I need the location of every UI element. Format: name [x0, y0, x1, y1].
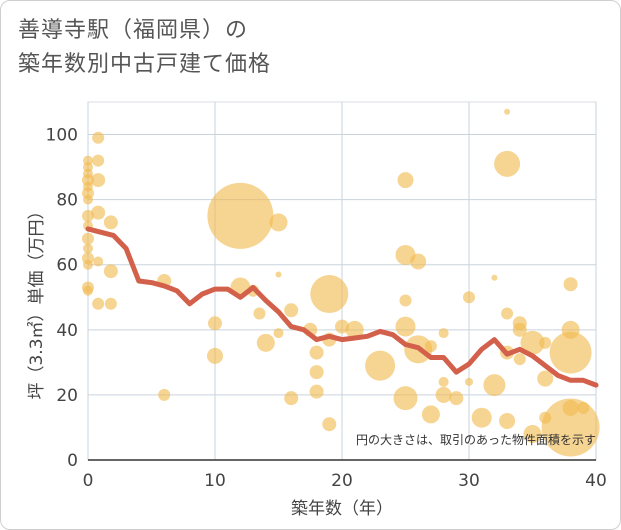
bubble-point — [520, 330, 545, 355]
bubble-series — [82, 108, 600, 457]
bubble-point — [365, 350, 396, 381]
bubble-point — [539, 336, 552, 349]
bubble-point — [335, 319, 349, 334]
bubble-point — [471, 407, 492, 428]
bubble-point — [92, 154, 105, 167]
bubble-point — [207, 182, 274, 249]
bubble-point — [284, 303, 299, 318]
bubble-point — [104, 297, 117, 310]
bubble-point — [395, 316, 416, 337]
bubble-point — [499, 412, 516, 429]
bubble-point — [501, 307, 514, 320]
bubble-point — [208, 316, 222, 331]
bubble-point — [410, 253, 427, 270]
title-line-1: 善導寺駅（福岡県）の — [18, 18, 249, 43]
bubble-point — [463, 291, 475, 304]
bubble-point — [537, 370, 554, 387]
bubble-point — [549, 331, 592, 374]
axes: 0 10 20 30 40 0 20 40 60 80 100 — [46, 126, 607, 491]
bubble-point — [92, 297, 105, 310]
bubble-point — [494, 150, 521, 177]
bubble-point — [399, 294, 412, 307]
bubble-point — [256, 333, 275, 352]
bubble-point — [541, 398, 600, 457]
bubble-point — [435, 386, 452, 403]
bubble-point — [93, 256, 104, 267]
bubble-point — [91, 205, 106, 220]
bubble-point — [103, 264, 118, 279]
title-line-2: 築年数別中古戸建て価格 — [18, 52, 272, 77]
bubble-point — [491, 274, 498, 281]
bubble-point — [393, 386, 418, 411]
bubble-point — [345, 320, 364, 339]
y-tick-label: 40 — [56, 321, 78, 341]
bubble-point — [275, 271, 282, 278]
bubble-point — [207, 347, 223, 364]
chart-title: 善導寺駅（福岡県）の 築年数別中古戸建て価格 — [18, 14, 578, 82]
bubble-point — [83, 194, 93, 205]
bubble-point — [438, 376, 449, 387]
y-tick-label: 20 — [56, 386, 78, 406]
bubble-point — [424, 340, 437, 353]
bubble-point — [577, 401, 590, 414]
bubble-point — [82, 209, 94, 222]
bubble-point — [421, 405, 440, 424]
x-tick-label: 10 — [204, 471, 226, 491]
bubble-point — [83, 259, 93, 270]
x-tick-label: 40 — [585, 471, 607, 491]
bubble-point — [103, 215, 118, 230]
bubble-point — [253, 307, 266, 320]
bubble-point — [504, 108, 511, 115]
size-annotation: 円の大きさは、取引のあった物件面積を示す — [356, 432, 596, 447]
bubble-point — [82, 232, 94, 245]
bubble-point — [92, 131, 105, 144]
bubble-point — [465, 377, 473, 386]
bubble-point — [273, 328, 284, 339]
bubble-point — [309, 384, 324, 399]
y-tick-label: 100 — [46, 126, 78, 146]
bubble-point — [309, 345, 324, 360]
x-axis-title: 築年数（年） — [291, 499, 393, 519]
bubble-point — [523, 424, 542, 443]
trend-line — [85, 226, 599, 388]
bubble-point — [310, 275, 349, 314]
bubble-point — [83, 243, 93, 254]
y-tick-label: 60 — [56, 256, 78, 276]
bubble-point — [397, 172, 414, 189]
y-axis-title: 坪（3.3㎡）単価（万円） — [27, 202, 47, 399]
y-tick-label: 0 — [67, 451, 78, 471]
bubble-point — [269, 213, 288, 232]
y-tick-label: 80 — [56, 191, 78, 211]
x-tick-label: 20 — [331, 471, 353, 491]
bubble-point — [284, 391, 299, 406]
x-tick-label: 0 — [83, 471, 94, 491]
bubble-point — [483, 374, 506, 397]
bubble-point — [322, 417, 337, 432]
bubble-point — [91, 173, 106, 188]
bubble-point — [513, 353, 526, 366]
bubble-point — [158, 388, 171, 401]
bubble-point — [563, 277, 578, 292]
bubble-point — [512, 322, 527, 337]
bubble-point — [83, 285, 93, 296]
bubble-point — [309, 365, 324, 380]
x-tick-label: 30 — [458, 471, 480, 491]
bubble-point — [438, 328, 449, 339]
bubble-point — [449, 391, 464, 406]
